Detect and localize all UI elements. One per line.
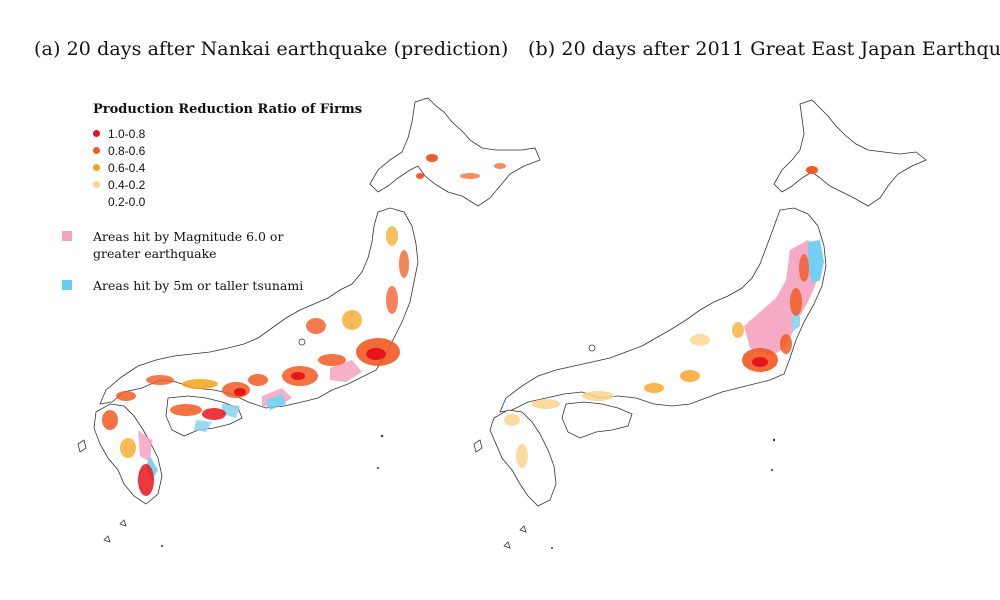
map-b-cluster bbox=[516, 444, 528, 468]
map-a-cluster bbox=[426, 154, 438, 162]
legend-ratio-label: 0.4-0.2 bbox=[108, 177, 146, 192]
legend: Production Reduction Ratio of Firms 1.0-… bbox=[93, 102, 362, 210]
map-b-cluster bbox=[504, 414, 520, 426]
map-a-title: (a) 20 days after Nankai earthquake (pre… bbox=[34, 38, 509, 60]
map-a-tsunami-area bbox=[222, 404, 240, 418]
map-b-tsunami-area bbox=[808, 240, 824, 284]
legend-ratio-row: 0.8-0.6 bbox=[93, 142, 362, 159]
tsunami-area-label-line1: Areas hit by 5m or taller tsunami bbox=[93, 278, 304, 293]
map-a-island bbox=[380, 434, 384, 438]
legend-title: Production Reduction Ratio of Firms bbox=[93, 102, 363, 117]
legend-ratio-label: 0.6-0.4 bbox=[108, 160, 146, 175]
map-b-cluster bbox=[532, 399, 560, 409]
map-b-hokkaido bbox=[773, 99, 927, 207]
map-a-island bbox=[298, 338, 306, 346]
quake-area-label: Areas hit by Magnitude 6.0 or greater ea… bbox=[93, 228, 283, 262]
legend-quake-area: Areas hit by Magnitude 6.0 or greater ea… bbox=[62, 228, 283, 262]
map-a-cluster bbox=[182, 379, 218, 389]
map-a-island bbox=[119, 519, 127, 527]
map-a-tsunami-area bbox=[266, 394, 286, 410]
map-a-island bbox=[377, 467, 379, 469]
legend-ratio-row: 0.4-0.2 bbox=[93, 176, 362, 193]
map-b-cluster bbox=[582, 391, 614, 401]
legend-dot-icon bbox=[93, 198, 100, 205]
map-a-quake-area bbox=[330, 360, 362, 382]
legend-ratio-label: 0.2-0.0 bbox=[108, 194, 146, 209]
map-b-cluster bbox=[799, 254, 809, 282]
map-a-cluster bbox=[248, 374, 268, 386]
legend-ratio-row: 0.2-0.0 bbox=[93, 193, 362, 210]
map-a-island bbox=[103, 535, 111, 543]
legend-ratio-row: 0.6-0.4 bbox=[93, 159, 362, 176]
legend-dot-icon bbox=[93, 130, 100, 137]
map-a-cluster bbox=[120, 438, 136, 458]
map-a-tsunami-area bbox=[146, 456, 158, 480]
map-b-island bbox=[503, 541, 511, 549]
map-a-tsunami-area bbox=[194, 420, 212, 432]
map-b-shikoku bbox=[561, 401, 633, 439]
map-b-title: (b) 20 days after 2011 Great East Japan … bbox=[528, 38, 1000, 60]
legend-dot-icon bbox=[93, 147, 100, 154]
map-a-cluster bbox=[416, 173, 424, 179]
map-a-cluster bbox=[366, 348, 386, 360]
map-b-island bbox=[551, 547, 553, 549]
map-a-cluster bbox=[102, 410, 118, 430]
legend-ratio-bins: 1.0-0.8 0.8-0.6 0.6-0.4 0.4-0.2 0.2-0.0 bbox=[93, 125, 362, 210]
map-a-island bbox=[161, 545, 163, 547]
quake-area-label-line1: Areas hit by Magnitude 6.0 or bbox=[93, 229, 284, 244]
map-b-island bbox=[771, 469, 773, 471]
map-a-cluster bbox=[460, 173, 480, 179]
tsunami-area-swatch bbox=[62, 280, 72, 290]
map-b-cluster bbox=[806, 166, 818, 174]
map-a-cluster bbox=[494, 163, 506, 169]
map-b-island bbox=[772, 438, 776, 442]
map-b-cluster bbox=[680, 370, 700, 382]
map-a-firm-points bbox=[102, 154, 506, 496]
map-a-cluster bbox=[386, 226, 398, 246]
map-b-cluster bbox=[644, 383, 664, 393]
legend-tsunami-area: Areas hit by 5m or taller tsunami bbox=[62, 277, 303, 294]
map-a-cluster bbox=[234, 388, 246, 396]
legend-dot-icon bbox=[93, 181, 100, 188]
map-a-cluster bbox=[138, 464, 154, 496]
map-a-cluster bbox=[146, 375, 174, 385]
map-b-cluster bbox=[690, 334, 710, 346]
map-a-hokkaido bbox=[369, 97, 541, 207]
map-b-japan bbox=[473, 99, 927, 549]
map-a-cluster bbox=[291, 372, 305, 380]
legend-ratio-label: 0.8-0.6 bbox=[108, 143, 146, 158]
map-a-cluster bbox=[116, 391, 136, 401]
map-b-island bbox=[519, 525, 527, 533]
map-b-cluster bbox=[780, 334, 792, 354]
map-a-cluster bbox=[306, 318, 326, 334]
map-a-cluster bbox=[170, 404, 202, 416]
legend-ratio-row: 1.0-0.8 bbox=[93, 125, 362, 142]
map-b-island bbox=[473, 439, 483, 453]
map-b-cluster bbox=[790, 288, 802, 316]
map-a-hit-areas bbox=[138, 360, 362, 480]
map-b-cluster bbox=[732, 322, 744, 338]
map-a-cluster bbox=[318, 354, 346, 366]
map-a-cluster bbox=[202, 408, 226, 420]
legend-dot-icon bbox=[93, 164, 100, 171]
tsunami-area-label: Areas hit by 5m or taller tsunami bbox=[93, 277, 303, 294]
map-b-firm-points bbox=[504, 166, 818, 468]
map-b-island bbox=[588, 344, 596, 352]
quake-area-label-line2: greater earthquake bbox=[93, 246, 217, 261]
map-a-cluster bbox=[342, 310, 362, 330]
map-a-cluster bbox=[386, 286, 398, 314]
map-a-cluster bbox=[399, 250, 409, 278]
map-b-cluster bbox=[752, 357, 768, 367]
quake-area-swatch bbox=[62, 231, 72, 241]
map-a-island bbox=[77, 439, 87, 453]
map-a-quake-area bbox=[138, 430, 152, 462]
legend-ratio-label: 1.0-0.8 bbox=[108, 126, 146, 141]
